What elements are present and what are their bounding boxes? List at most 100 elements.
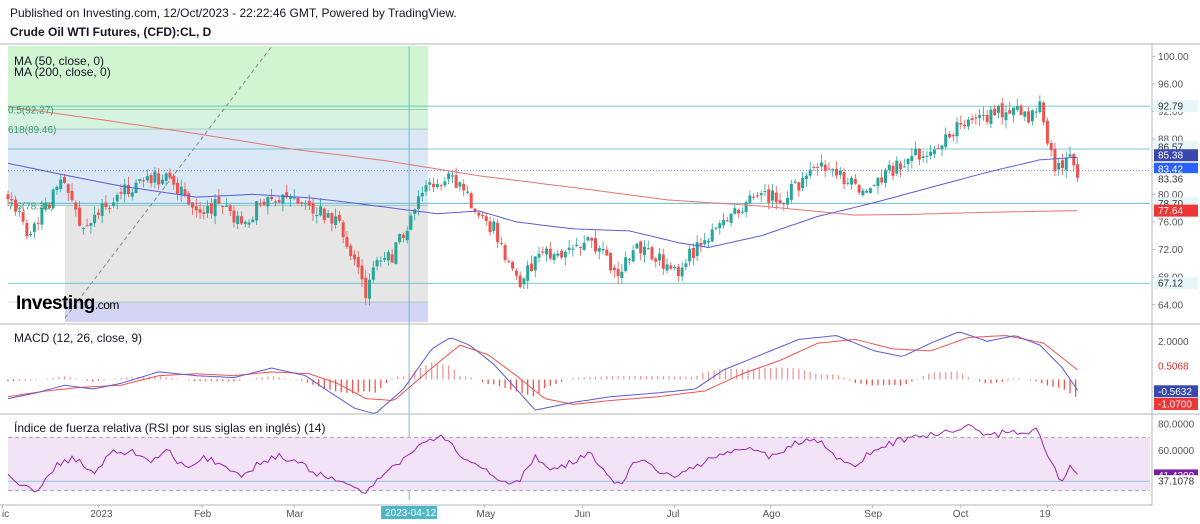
- candle-body: [469, 193, 473, 209]
- time-label: Jul: [667, 509, 680, 520]
- candle-body: [533, 256, 537, 271]
- price-tag-bg: [1154, 204, 1198, 217]
- candle-body: [571, 248, 575, 250]
- candle-body: [307, 200, 311, 206]
- macd-tag: 0.5068: [1158, 361, 1189, 372]
- candle-body: [36, 222, 40, 224]
- candle-body: [413, 209, 417, 214]
- candle-body: [334, 216, 338, 225]
- candle-body: [1008, 110, 1012, 114]
- candle-body: [899, 163, 903, 170]
- candle-body: [74, 202, 78, 210]
- ma50-line: [7, 156, 1078, 249]
- candle-body: [160, 179, 164, 185]
- candle-body: [428, 182, 432, 185]
- price-tick-label: 80.00: [1158, 190, 1183, 201]
- candle-body: [492, 221, 496, 231]
- candle-body: [462, 183, 466, 191]
- ma50-legend[interactable]: MA (50, close, 0): [14, 54, 105, 68]
- candle-body: [876, 177, 880, 187]
- candle-body: [518, 275, 522, 288]
- candle-body: [386, 251, 390, 261]
- candle-body: [522, 278, 526, 285]
- candle-body: [778, 200, 782, 204]
- rsi-tick-label: 80.0000: [1158, 420, 1195, 431]
- time-label: Jun: [574, 509, 590, 520]
- candle-body: [70, 190, 74, 201]
- candle-body: [940, 145, 944, 150]
- candle-body: [891, 165, 895, 176]
- candle-body: [1072, 154, 1076, 166]
- candle-body: [601, 248, 605, 251]
- ma200-legend[interactable]: MA (200, close, 0): [14, 65, 111, 79]
- candle-body: [917, 148, 921, 160]
- candle-body: [247, 222, 251, 225]
- candle-body: [763, 190, 767, 192]
- candle-body: [149, 175, 153, 184]
- candle-body: [654, 258, 658, 262]
- candle-body: [646, 248, 650, 250]
- candle-body: [115, 194, 119, 202]
- candle-body: [447, 173, 451, 180]
- candle-body: [635, 243, 639, 249]
- candle-body: [221, 206, 225, 208]
- candle-body: [688, 248, 692, 262]
- candle-body: [481, 215, 485, 217]
- candle-body: [831, 168, 835, 170]
- candle-body: [1076, 164, 1080, 178]
- candle-body: [379, 260, 383, 262]
- price-tag-bg: [1154, 100, 1198, 113]
- candle-body: [153, 171, 157, 183]
- candle-body: [910, 155, 914, 161]
- time-label: 19: [1039, 509, 1051, 520]
- candle-body: [963, 124, 967, 127]
- candle-body: [1000, 103, 1004, 118]
- candle-body: [326, 213, 330, 218]
- macd-legend[interactable]: MACD (12, 26, close, 9): [14, 331, 143, 345]
- rsi-legend[interactable]: Índice de fuerza relativa (RSI por sus s…: [14, 421, 326, 435]
- candle-body: [507, 261, 511, 263]
- candle-body: [206, 205, 210, 214]
- macd-line: [7, 331, 1078, 414]
- published-note: Published on Investing.com, 12/Oct/2023 …: [10, 6, 457, 20]
- candle-body: [861, 190, 865, 195]
- candle-body: [401, 234, 405, 238]
- candle-body: [40, 207, 44, 225]
- candle-body: [157, 173, 161, 185]
- time-label: Mar: [286, 509, 304, 520]
- candle-body: [895, 160, 899, 174]
- candle-body: [292, 197, 296, 199]
- candle-body: [175, 182, 179, 194]
- candle-body: [319, 206, 323, 216]
- candle-body: [213, 199, 217, 217]
- candle-body: [89, 223, 93, 226]
- candle-body: [285, 192, 289, 198]
- candle-body: [846, 182, 850, 184]
- candle-body: [443, 181, 447, 186]
- candle-body: [164, 173, 168, 181]
- candle-body: [627, 259, 631, 261]
- candle-body: [676, 266, 680, 276]
- rsi-tick-label: 60.0000: [1158, 446, 1195, 457]
- candle-body: [981, 114, 985, 116]
- candle-body: [556, 253, 560, 256]
- candle-body: [575, 244, 579, 247]
- candle-body: [838, 170, 842, 175]
- fib-zone-top: [8, 46, 428, 110]
- candle-body: [1015, 105, 1019, 110]
- candle-body: [450, 175, 454, 177]
- candle-body: [684, 263, 688, 268]
- candle-body: [786, 197, 790, 205]
- candle-body: [1012, 107, 1016, 116]
- candle-body: [921, 156, 925, 158]
- candle-body: [959, 123, 963, 125]
- candle-body: [537, 253, 541, 258]
- candle-body: [1057, 162, 1061, 170]
- price-tag: 85.38: [1158, 151, 1183, 162]
- candle-body: [823, 164, 827, 171]
- candle-body: [1019, 105, 1023, 115]
- price-tag: 77.64: [1158, 206, 1183, 217]
- candle-body: [609, 253, 613, 271]
- candle-body: [337, 214, 341, 221]
